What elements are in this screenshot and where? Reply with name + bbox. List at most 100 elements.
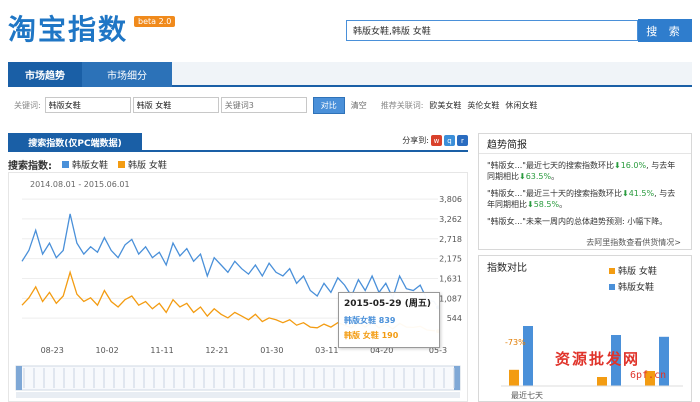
index-legend-item: 韩版女鞋	[609, 280, 657, 293]
index-compare-title: 指数对比	[487, 262, 527, 274]
y-tick-label: 2,175	[439, 255, 462, 264]
trend-chart: 3,806 3,262 2,718 2,175 1,631 1,087 544 08-23 10…	[8, 172, 468, 402]
legend-swatch-orange	[609, 267, 615, 274]
tooltip-value-2: 190	[381, 331, 399, 340]
arrow-down-icon: ⬇	[519, 172, 526, 181]
beta-badge: beta 2.0	[134, 16, 176, 27]
y-tick-label: 3,262	[439, 215, 462, 224]
chart-tooltip: 2015-05-29 (周五) 韩版女鞋 839 韩版 女鞋 190	[338, 292, 440, 348]
brief-text: "韩版女..."最近三十天的搜索指数环比	[487, 189, 622, 198]
renren-share-icon[interactable]: r	[457, 135, 468, 146]
watermark-url: 6pf.cn	[630, 370, 667, 381]
mini-bar-blue	[523, 326, 533, 386]
index-compare-chart: -73% 最近七天	[501, 326, 683, 400]
brief-text: "韩版女..."最近七天的搜索指数环比	[487, 161, 614, 170]
brief-pct: 58.5%	[533, 200, 560, 209]
index-legend: 韩版 女鞋 韩版女鞋	[609, 264, 657, 296]
scrollbar-track	[16, 392, 460, 398]
mini-bar-blue	[611, 335, 621, 386]
mini-x-label: 最近七天	[511, 390, 543, 400]
y-tick-label: 2,718	[439, 235, 462, 244]
logo-text: 淘宝指数	[8, 13, 129, 46]
y-tick-label: 1,631	[439, 274, 462, 283]
legend-title: 搜索指数:	[8, 160, 52, 172]
tab-bar: 市场趋势 市场细分	[8, 62, 692, 87]
brief-pct: 63.5%	[525, 172, 552, 181]
logo[interactable]: 淘宝指数 beta 2.0	[8, 8, 176, 48]
x-tick-label: 01-30	[260, 346, 283, 355]
tooltip-value-1: 839	[378, 316, 396, 325]
keyword2-input[interactable]	[132, 97, 219, 113]
index-legend-label: 韩版 女鞋	[618, 267, 657, 277]
qzone-share-icon[interactable]: q	[444, 135, 455, 146]
brief-text: 。	[559, 200, 568, 209]
legend-swatch-orange	[118, 160, 126, 168]
x-tick-label: 08-23	[41, 346, 64, 355]
search-index-header: 搜索指数(仅PC端数据) 分享到: w q r	[8, 133, 468, 152]
brief-pct: 16.0%	[620, 161, 647, 170]
ali-index-link[interactable]: 去阿里指数查看供货情况>	[586, 238, 681, 247]
mini-bar-orange	[645, 371, 655, 386]
x-tick-label: 05-3	[429, 346, 447, 355]
search-index-title: 搜索指数(仅PC端数据)	[8, 133, 142, 152]
keyword1-input[interactable]	[44, 97, 131, 113]
trend-brief-title: 趋势简报	[479, 134, 691, 154]
mini-bar-orange	[509, 369, 519, 386]
recommend-item[interactable]: 休闲女鞋	[505, 100, 538, 110]
tooltip-row-1: 韩版女鞋 839	[344, 315, 434, 326]
x-tick-label: 12-21	[205, 346, 228, 355]
share-label: 分享到:	[402, 136, 429, 145]
y-tick-label: 544	[447, 314, 462, 323]
tooltip-date: 2015-05-29 (周五)	[344, 299, 431, 309]
keyword-label: 关键词:	[14, 100, 41, 110]
search-button[interactable]: 搜 索	[638, 19, 692, 42]
range-handle-right	[454, 366, 460, 390]
brief-text: "韩版女..."未来一周内的总体趋势预测: 小幅下降。	[487, 217, 668, 226]
brief-pct: 41.5%	[628, 189, 655, 198]
recommend-label: 推荐关联词:	[380, 100, 424, 110]
date-range: 2014.08.01 - 2015.06.01	[30, 180, 130, 189]
brief-text: 。	[551, 172, 560, 181]
brief-item: "韩版女..."未来一周内的总体趋势预测: 小幅下降。	[487, 216, 683, 227]
range-handle-left	[16, 366, 22, 390]
tab-market-trend[interactable]: 市场趋势	[8, 62, 82, 87]
index-legend-label: 韩版女鞋	[618, 283, 655, 293]
brief-text: , 与去年同期相比	[487, 161, 676, 181]
watermark-text: 资源批发网	[555, 350, 641, 368]
search-input[interactable]	[346, 20, 638, 41]
x-tick-label: 11-11	[150, 346, 173, 355]
mini-bar-blue	[659, 336, 669, 386]
index-legend-item: 韩版 女鞋	[609, 264, 657, 277]
trend-brief-card: 趋势简报 "韩版女..."最近七天的搜索指数环比⬇16.0%, 与去年同期相比⬇…	[478, 133, 692, 250]
tooltip-series-2: 韩版 女鞋	[344, 331, 379, 340]
recommend-item[interactable]: 英伦女鞋	[467, 100, 500, 110]
tooltip-row-2: 韩版 女鞋 190	[344, 330, 434, 341]
chart-legend: 搜索指数: 韩版女鞋 韩版 女鞋	[8, 157, 167, 172]
range-navigator	[15, 365, 461, 391]
legend-swatch-blue	[62, 160, 69, 168]
tab-market-segment[interactable]: 市场细分	[82, 62, 172, 87]
clear-link[interactable]: 清空	[350, 100, 367, 110]
share-bar: 分享到: w q r	[402, 135, 468, 146]
weibo-share-icon[interactable]: w	[431, 135, 442, 146]
x-tick-label: 04-20	[370, 346, 393, 355]
brief-text: , 与去年同期相比	[487, 189, 676, 209]
trend-chart-svg: 3,806 3,262 2,718 2,175 1,631 1,087 544 08-23 10…	[15, 195, 462, 398]
legend-series-2[interactable]: 韩版 女鞋	[128, 160, 167, 171]
y-tick-label: 3,806	[439, 195, 462, 204]
legend-series-1[interactable]: 韩版女鞋	[72, 160, 109, 171]
brief-item: "韩版女..."最近七天的搜索指数环比⬇16.0%, 与去年同期相比⬇63.5%…	[487, 160, 683, 182]
compare-button[interactable]: 对比	[312, 96, 345, 114]
brief-item: "韩版女..."最近三十天的搜索指数环比⬇41.5%, 与去年同期相比⬇58.5…	[487, 188, 683, 210]
x-tick-label: 03-11	[315, 346, 338, 355]
mini-pct-label: -73%	[505, 338, 526, 347]
keyword-row: 关键词: 对比 清空 推荐关联词: 欧美女鞋 英伦女鞋 休闲女鞋	[8, 94, 692, 116]
arrow-down-icon: ⬇	[622, 189, 629, 198]
arrow-down-icon: ⬇	[614, 161, 621, 170]
keyword3-input[interactable]	[220, 97, 307, 113]
y-tick-label: 1,087	[439, 294, 462, 303]
recommend-item[interactable]: 欧美女鞋	[429, 100, 462, 110]
mini-bar-orange	[597, 377, 607, 386]
tooltip-series-1: 韩版女鞋	[344, 316, 376, 325]
series-line-blue	[21, 213, 439, 308]
